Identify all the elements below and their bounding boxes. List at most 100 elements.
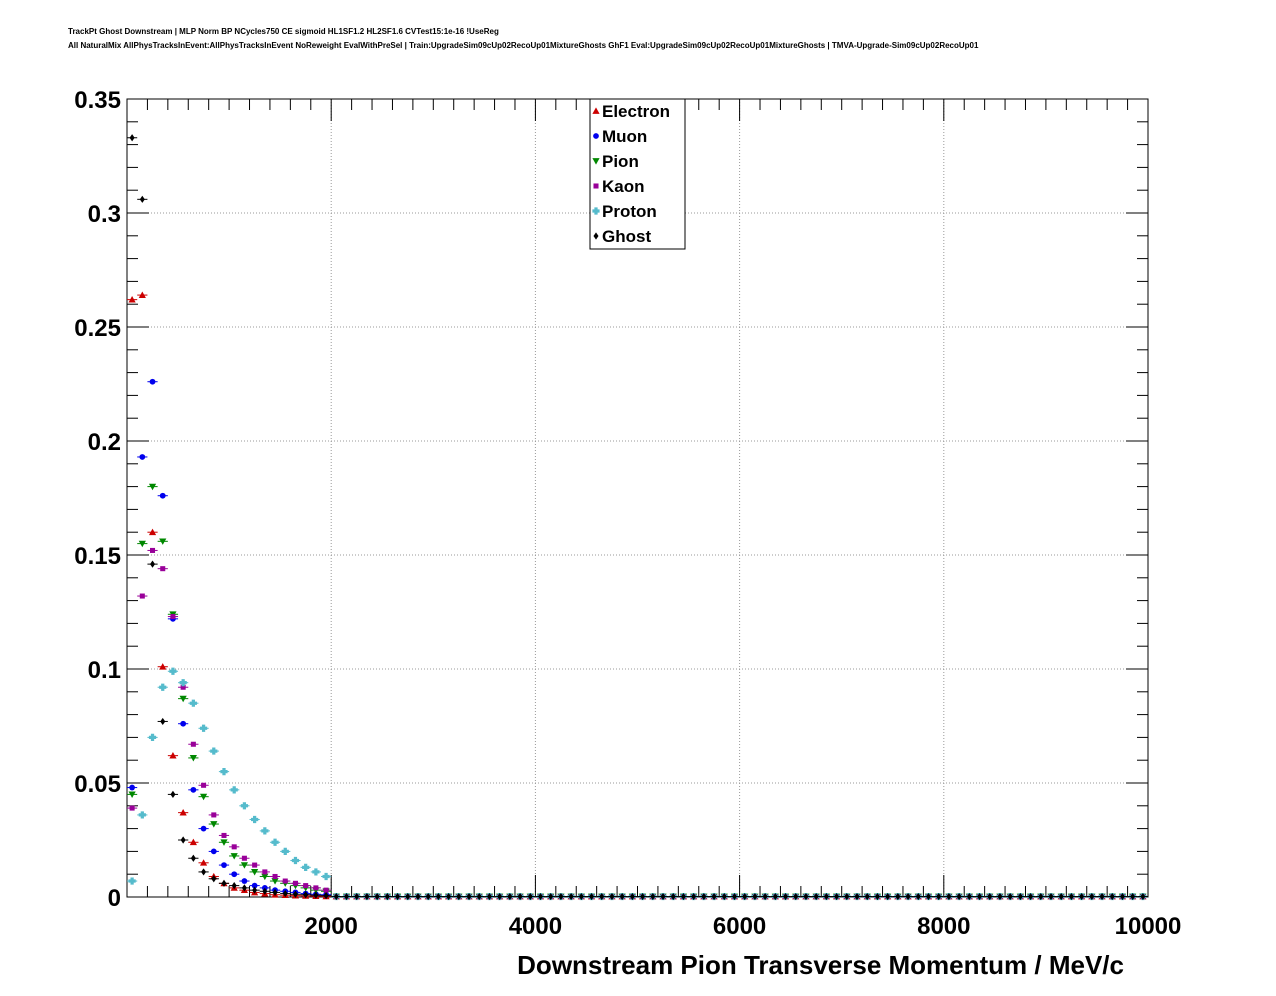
- data-point: [1058, 892, 1064, 901]
- legend-label: Kaon: [602, 177, 645, 196]
- data-point: [312, 868, 320, 876]
- data-point: [599, 892, 605, 901]
- data-point: [189, 838, 197, 846]
- data-point: [711, 892, 717, 901]
- header-subtitle-line: All NaturalMix AllPhysTracksInEvent:AllP…: [68, 41, 979, 50]
- data-point: [251, 882, 258, 889]
- data-point: [731, 892, 738, 901]
- data-point: [179, 679, 187, 687]
- data-point: [578, 892, 584, 901]
- data-point: [609, 892, 615, 901]
- data-point: [252, 862, 258, 868]
- data-point: [977, 892, 983, 901]
- data-point: [240, 862, 249, 869]
- data-point: [180, 720, 187, 727]
- data-point: [159, 663, 167, 670]
- data-point: [823, 892, 829, 901]
- data-point: [497, 892, 503, 901]
- series-ghost: [127, 134, 1148, 901]
- data-point: [1079, 892, 1085, 901]
- data-point: [139, 195, 145, 203]
- data-point: [200, 825, 207, 832]
- data-point: [189, 755, 197, 762]
- data-point: [302, 863, 310, 871]
- y-tick-label: 0.25: [74, 315, 121, 342]
- y-tick-label: 0.35: [74, 87, 121, 114]
- data-point: [282, 878, 288, 884]
- data-point: [210, 821, 218, 828]
- series-proton: [127, 667, 1148, 901]
- data-point: [660, 892, 666, 901]
- data-point: [1089, 892, 1095, 901]
- legend-label: Ghost: [602, 227, 651, 246]
- data-point: [139, 454, 146, 460]
- data-point: [262, 869, 268, 875]
- data-point: [456, 892, 462, 901]
- data-point: [333, 892, 339, 901]
- data-point: [946, 892, 952, 901]
- data-point: [189, 699, 197, 707]
- data-point: [261, 827, 269, 835]
- y-tick-label: 0.1: [88, 657, 121, 684]
- series-muon: [127, 378, 1148, 900]
- data-point: [180, 684, 186, 690]
- data-point: [220, 768, 228, 776]
- data-point: [548, 892, 554, 901]
- data-point: [179, 809, 187, 816]
- data-point: [742, 892, 748, 901]
- data-point: [435, 892, 441, 901]
- legend-label: Pion: [602, 152, 639, 171]
- data-point: [354, 892, 360, 901]
- data-point: [211, 875, 217, 883]
- data-point: [201, 868, 207, 876]
- data-point: [179, 695, 187, 703]
- data-point: [271, 878, 279, 885]
- x-tick-label: 2000: [305, 913, 358, 940]
- y-tick-label: 0.15: [74, 543, 121, 570]
- data-point: [160, 566, 166, 572]
- data-point: [240, 802, 249, 810]
- data-point: [149, 378, 156, 385]
- data-point: [148, 483, 157, 491]
- data-point: [425, 892, 431, 901]
- data-point: [558, 892, 564, 901]
- data-point: [1007, 892, 1013, 901]
- data-point: [241, 884, 247, 892]
- legend-box: [589, 98, 686, 250]
- data-point: [640, 892, 646, 901]
- data-point: [762, 892, 768, 901]
- data-point: [1048, 892, 1054, 901]
- legend-marker: [593, 232, 599, 240]
- data-point: [159, 492, 166, 499]
- data-point: [281, 847, 289, 855]
- data-point: [190, 786, 197, 793]
- legend-marker: [593, 183, 599, 189]
- data-point: [405, 892, 411, 901]
- legend-label: Muon: [602, 127, 647, 146]
- data-point: [925, 892, 932, 901]
- data-point: [169, 667, 177, 675]
- data-point: [252, 886, 258, 894]
- data-point: [1130, 892, 1136, 901]
- data-point: [874, 892, 880, 901]
- data-point: [1068, 892, 1074, 901]
- y-tick-label: 0: [108, 885, 121, 912]
- data-point: [701, 892, 707, 901]
- data-point: [241, 878, 248, 884]
- tick-labels: 2000 4000 6000 8000 10000 0 0.05 0.1 0.15 0.2 0.25…: [74, 87, 1181, 940]
- data-point: [650, 892, 656, 901]
- data-point: [221, 879, 227, 887]
- data-point: [221, 832, 227, 838]
- data-point: [170, 614, 176, 620]
- data-point: [303, 883, 309, 889]
- legend-marker: [592, 207, 600, 215]
- data-point: [670, 892, 676, 901]
- data-point: [1017, 892, 1023, 901]
- series-electron: [127, 291, 1148, 900]
- data-point: [251, 869, 259, 876]
- data-point: [211, 812, 217, 818]
- x-tick-label: 10000: [1115, 913, 1182, 940]
- data-point: [691, 892, 697, 901]
- data-point: [241, 855, 247, 861]
- data-point: [210, 848, 217, 855]
